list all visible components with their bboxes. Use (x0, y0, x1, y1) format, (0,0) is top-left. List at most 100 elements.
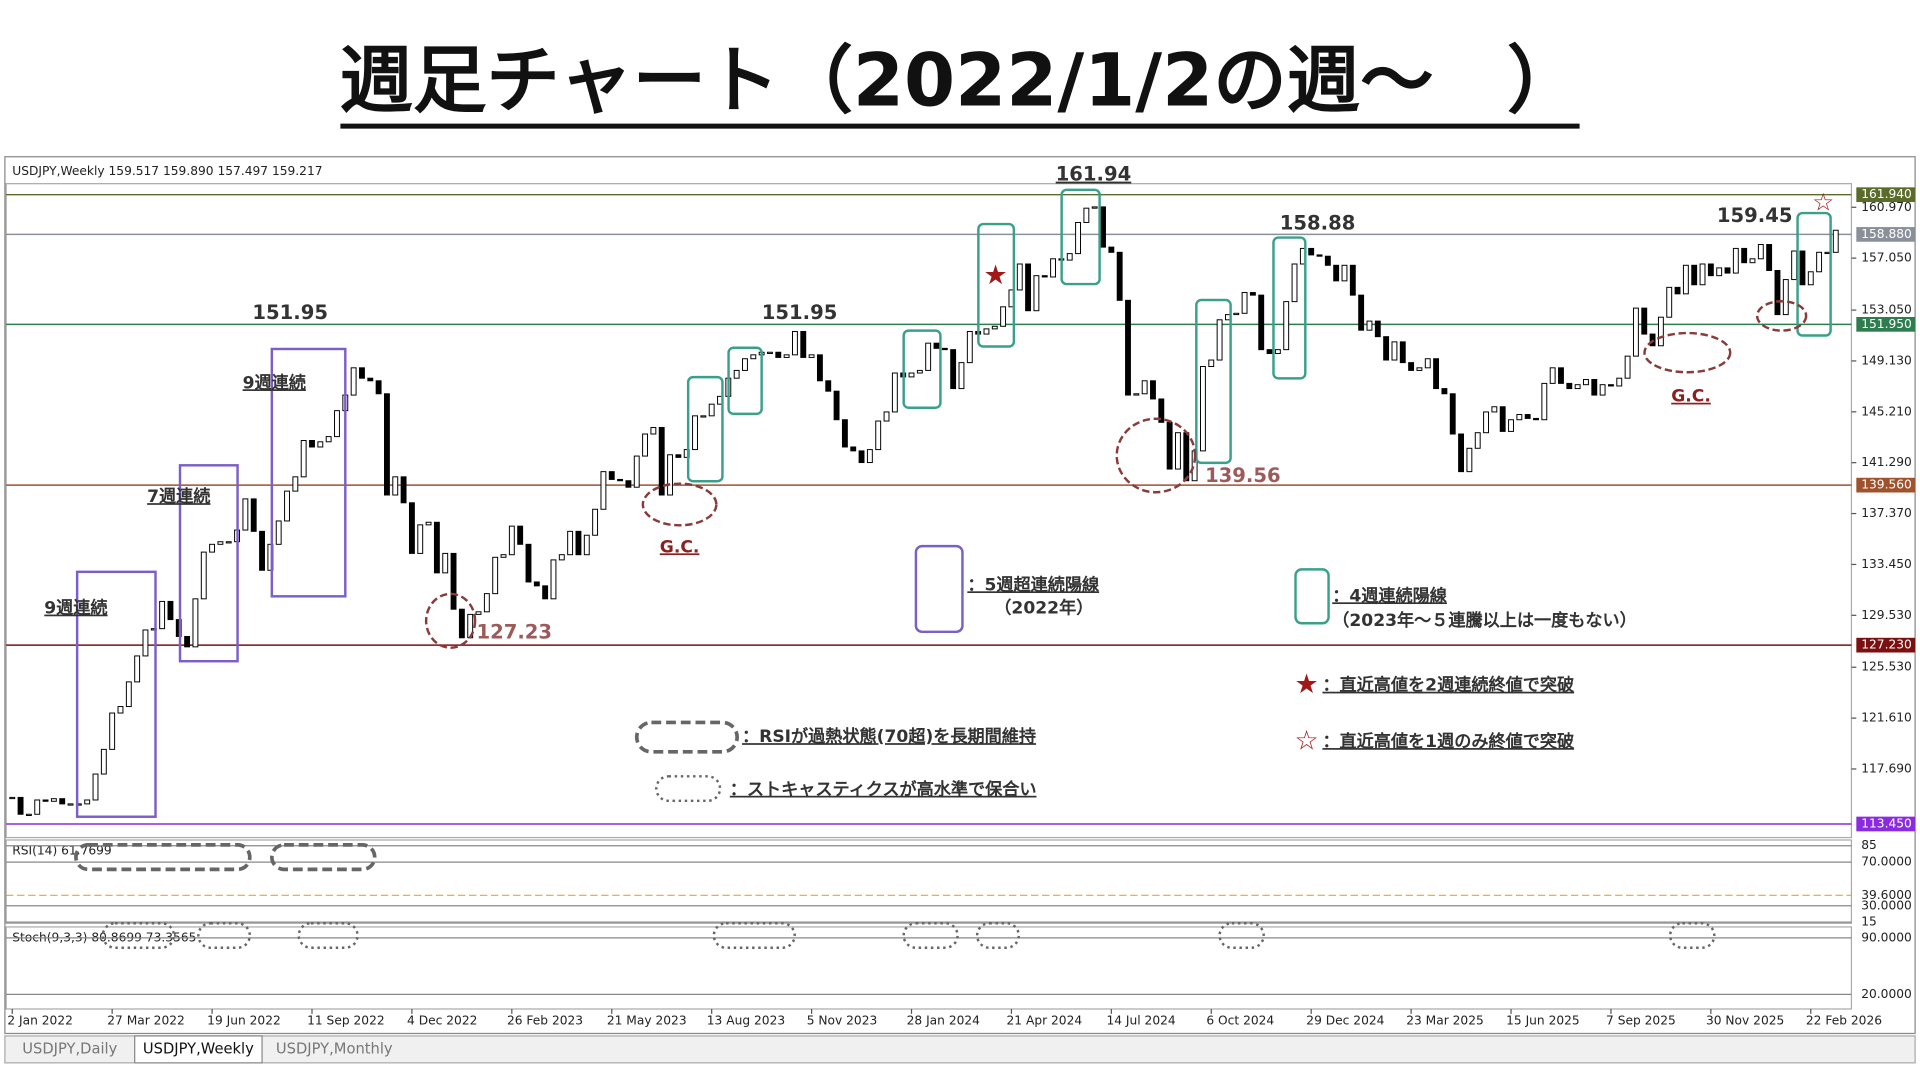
candle (941, 347, 948, 351)
candle (1607, 384, 1614, 387)
candle (608, 471, 615, 480)
candle (825, 380, 832, 392)
price-pane (5, 183, 1853, 839)
candle (1150, 380, 1156, 400)
candle (1433, 358, 1440, 390)
candle (475, 611, 482, 615)
y-tick-label: 133.450 (1861, 557, 1912, 571)
ellipse (1115, 417, 1197, 494)
candle (42, 799, 49, 802)
x-tick-label: 13 Aug 2023 (707, 1014, 785, 1028)
candle (533, 581, 540, 587)
candle (841, 419, 848, 448)
legend-text: （2022年） (994, 598, 1093, 619)
tab[interactable]: USDJPY,Weekly (143, 1040, 254, 1057)
candle (1516, 414, 1523, 421)
ellipse (74, 843, 252, 872)
candle (858, 450, 865, 464)
tab-active[interactable] (134, 1035, 263, 1064)
candle (458, 608, 465, 639)
candle (433, 521, 440, 574)
ellipse (1668, 922, 1716, 949)
y-tick-label: 137.370 (1861, 506, 1912, 520)
candle (708, 403, 715, 417)
candle (500, 554, 507, 558)
candle (225, 541, 232, 544)
candle (833, 390, 840, 421)
x-tick-label: 6 Oct 2024 (1206, 1014, 1274, 1028)
candle (1799, 250, 1806, 286)
ellipse (902, 922, 959, 949)
candle (1075, 221, 1081, 255)
candle (442, 552, 449, 574)
candle (300, 440, 307, 478)
candle (1408, 362, 1415, 371)
y-tick-label: 90.0000 (1861, 930, 1912, 944)
candle (1066, 253, 1073, 261)
green-box (902, 329, 942, 409)
candle (1324, 255, 1331, 266)
candle (1566, 382, 1573, 390)
candle (1549, 367, 1556, 384)
gc-label: G.C. (660, 537, 700, 557)
candle (1508, 419, 1514, 432)
candle (217, 541, 224, 545)
legend-text: ：直近高値を1週のみ終値で突破 (1322, 731, 1574, 752)
candle (1266, 349, 1273, 355)
candle (916, 369, 923, 374)
candle (925, 342, 932, 371)
ellipse (270, 843, 377, 872)
ellipse (197, 922, 252, 949)
tab[interactable]: USDJPY,Daily (22, 1040, 117, 1057)
candle (1341, 264, 1348, 282)
candle (1016, 263, 1023, 291)
candle (1183, 432, 1190, 482)
candle (650, 427, 657, 435)
ellipse (1218, 922, 1265, 949)
y-tick-label: 117.690 (1861, 761, 1912, 775)
candle (1083, 207, 1090, 223)
x-tick-label: 11 Sep 2022 (307, 1014, 385, 1028)
candle (1399, 341, 1406, 364)
candle (1474, 432, 1481, 449)
streak-boxes (75, 188, 1832, 818)
candle (167, 600, 174, 621)
candle (359, 367, 365, 379)
price-label: 161.94 (1056, 163, 1132, 186)
candle (34, 799, 41, 815)
candle (1441, 388, 1448, 395)
candle (883, 411, 890, 422)
candle (1458, 433, 1464, 473)
candle (1524, 414, 1531, 419)
candle (1308, 247, 1315, 256)
y-tick-label: 15 (1861, 915, 1877, 929)
candle (700, 415, 707, 418)
candle (450, 552, 457, 610)
star-solid: ★ (983, 260, 1007, 291)
level-label: 161.940 (1861, 187, 1912, 201)
candle (1166, 421, 1173, 470)
candle (592, 508, 599, 536)
candle (1208, 359, 1215, 368)
level-label: 139.560 (1861, 478, 1912, 492)
legend-text: （2023年～５連騰以上は一度もない） (1332, 610, 1637, 631)
x-tick-label: 2 Jan 2022 (7, 1014, 73, 1028)
y-tick-label: 39.6000 (1861, 888, 1912, 902)
candle (1632, 307, 1639, 357)
candle (1233, 312, 1240, 316)
green-box (1272, 236, 1307, 380)
tab[interactable]: USDJPY,Monthly (276, 1040, 393, 1057)
candle (284, 490, 290, 522)
candle (1108, 246, 1115, 253)
candle (667, 454, 673, 496)
level-tag (1856, 477, 1916, 493)
green-box (686, 375, 724, 483)
green-box (727, 346, 763, 416)
x-tick-label: 5 Nov 2023 (807, 1014, 878, 1028)
candle (334, 410, 340, 438)
y-tick-label: 121.610 (1861, 711, 1912, 725)
rsi-ellipses (74, 720, 739, 872)
x-tick-label: 19 Jun 2022 (207, 1014, 281, 1028)
streak-label: 7週連続 (147, 486, 210, 507)
ellipse (975, 922, 1020, 949)
